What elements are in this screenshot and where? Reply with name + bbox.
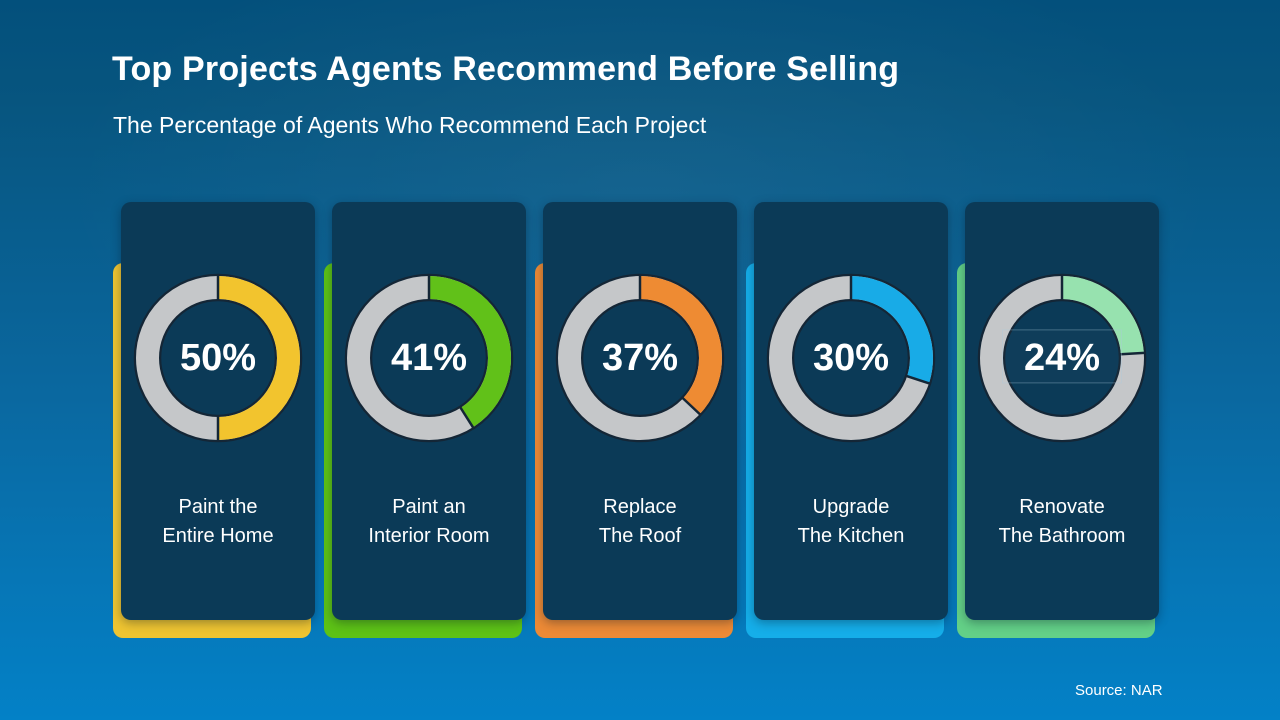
- page-title: Top Projects Agents Recommend Before Sel…: [112, 50, 900, 88]
- card-label-line1: Paint an: [392, 496, 466, 518]
- card-label-line2: The Roof: [598, 525, 682, 547]
- card-body: 37% Replace The Roof: [543, 202, 737, 620]
- donut-chart: 30%: [761, 268, 941, 448]
- donut-value: 50%: [179, 336, 257, 379]
- card-body: 30% Upgrade The Kitchen: [754, 202, 948, 620]
- card-label: Paint the Entire Home: [121, 493, 315, 551]
- card-label-line1: Renovate: [1019, 496, 1105, 518]
- cards-row: 50% Paint the Entire Home 41% Paint an I…: [113, 202, 1159, 638]
- card-label-line2: The Kitchen: [797, 525, 905, 547]
- card-label: Replace The Roof: [543, 493, 737, 551]
- donut-chart: 50%: [128, 268, 308, 448]
- project-card: 37% Replace The Roof: [535, 202, 737, 638]
- source-note: Source: NAR: [1075, 682, 1163, 699]
- donut-chart: 24%: [972, 268, 1152, 448]
- page-subtitle: The Percentage of Agents Who Recommend E…: [113, 112, 707, 138]
- card-label: Upgrade The Kitchen: [754, 493, 948, 551]
- card-body: 24% Renovate The Bathroom: [965, 202, 1159, 620]
- card-label-line2: Interior Room: [368, 525, 490, 547]
- card-label-line2: Entire Home: [162, 525, 274, 547]
- project-card: 41% Paint an Interior Room: [324, 202, 526, 638]
- donut-value: 24%: [972, 268, 1152, 448]
- card-label: Renovate The Bathroom: [965, 493, 1159, 551]
- card-label-line1: Paint the: [178, 496, 258, 518]
- donut-chart: 37%: [550, 268, 730, 448]
- card-body: 41% Paint an Interior Room: [332, 202, 526, 620]
- card-label: Paint an Interior Room: [332, 493, 526, 551]
- card-body: 50% Paint the Entire Home: [121, 202, 315, 620]
- project-card: 24% Renovate The Bathroom: [957, 202, 1159, 638]
- donut-chart: 41%: [339, 268, 519, 448]
- project-card: 30% Upgrade The Kitchen: [746, 202, 948, 638]
- donut-value: 37%: [601, 336, 679, 379]
- card-label-line1: Replace: [603, 496, 677, 518]
- project-card: 50% Paint the Entire Home: [113, 202, 315, 638]
- card-label-line1: Upgrade: [812, 496, 890, 518]
- donut-value: 30%: [812, 336, 890, 379]
- card-label-line2: The Bathroom: [998, 525, 1126, 547]
- donut-value: 41%: [390, 336, 468, 379]
